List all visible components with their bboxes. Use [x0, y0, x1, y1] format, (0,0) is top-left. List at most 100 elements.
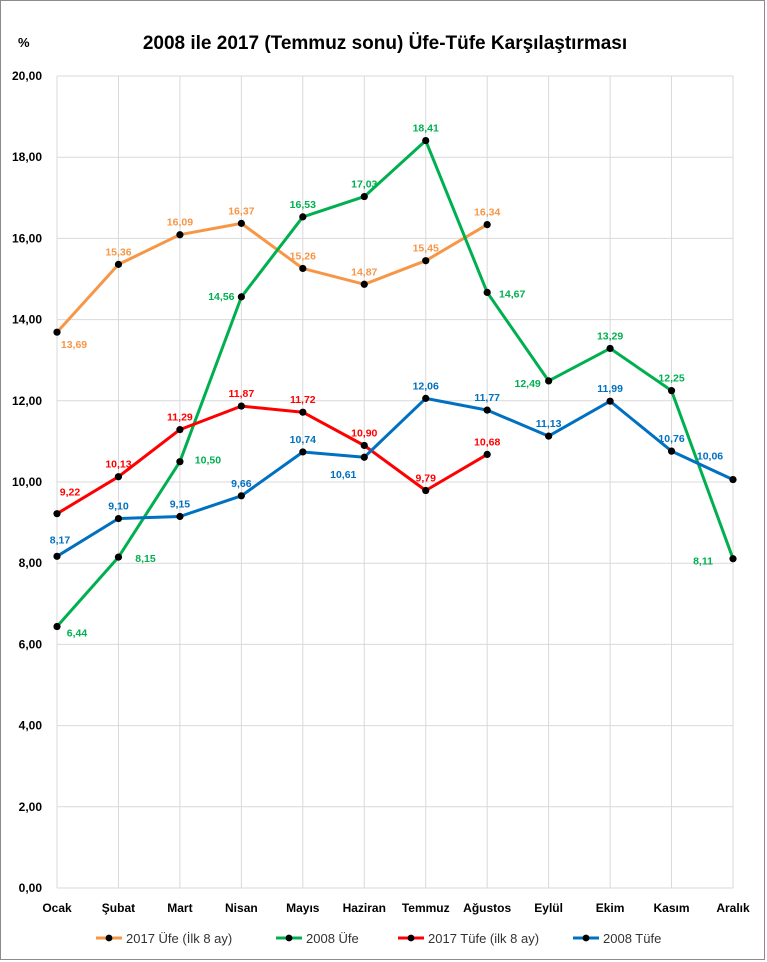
data-point	[483, 288, 491, 296]
data-point	[114, 514, 123, 523]
data-label: 11,72	[290, 394, 316, 406]
series-line	[56, 396, 734, 558]
x-tick-label: Nisan	[225, 901, 258, 915]
data-label: 10,13	[105, 459, 131, 471]
data-point	[53, 328, 61, 336]
data-label: 16,53	[290, 199, 316, 211]
y-tick-label: 2,00	[19, 800, 43, 814]
data-point	[299, 408, 307, 416]
data-point	[545, 377, 553, 385]
data-label: 12,49	[514, 378, 540, 390]
data-label: 9,15	[170, 499, 191, 511]
data-point	[114, 260, 123, 268]
x-tick-label: Şubat	[102, 901, 135, 915]
data-label: 9,66	[231, 478, 252, 490]
data-point	[545, 432, 553, 440]
legend-marker	[105, 934, 113, 942]
data-label: 14,56	[208, 291, 234, 303]
legend-entry: 2017 Üfe (İlk 8 ay)	[126, 931, 232, 946]
data-point	[299, 448, 307, 456]
y-tick-label: 12,00	[12, 394, 42, 408]
data-label: 9,79	[416, 473, 437, 485]
x-tick-label: Mart	[167, 901, 192, 915]
grid	[56, 75, 734, 889]
data-point	[667, 447, 676, 455]
data-point	[422, 486, 430, 495]
data-point	[176, 458, 184, 466]
data-label: 14,67	[499, 288, 525, 300]
data-label: 12,25	[658, 373, 684, 385]
x-tick-label: Aralık	[716, 901, 750, 915]
data-point	[729, 475, 737, 484]
series-line	[56, 404, 488, 515]
y-axis-label: %	[18, 35, 30, 50]
x-tick-label: Temmuz	[402, 901, 450, 915]
data-point	[53, 622, 61, 631]
chart-title: 2008 ile 2017 (Temmuz sonu) Üfe-Tüfe Kar…	[143, 33, 627, 54]
y-tick-label: 10,00	[12, 475, 42, 489]
y-tick-label: 14,00	[12, 313, 42, 327]
data-label: 13,69	[61, 339, 87, 351]
legend: 2017 Üfe (İlk 8 ay) 2008 Üfe 2017 Tüfe (il…	[96, 931, 661, 946]
data-label: 15,45	[413, 243, 439, 255]
data-point	[176, 231, 184, 239]
data-point	[114, 553, 123, 561]
data-label: 15,36	[105, 246, 131, 258]
data-label: 11,99	[597, 383, 623, 395]
data-point	[360, 280, 368, 288]
data-point	[483, 450, 491, 458]
data-point	[53, 510, 61, 518]
data-label: 12,06	[413, 380, 439, 392]
data-label: 8,17	[50, 534, 71, 546]
series	[53, 136, 737, 631]
data-label: 10,50	[195, 455, 221, 467]
data-labels: 13,69 15,36 16,09 16,37 15,26 14,87 15,45 16,34…	[50, 123, 724, 640]
data-label: 10,61	[330, 469, 356, 481]
legend-entry: 2008 Üfe	[306, 931, 359, 946]
data-point	[422, 257, 430, 265]
data-label: 16,34	[474, 207, 500, 219]
x-tick-label: Eylül	[534, 901, 563, 915]
data-label: 9,22	[60, 487, 81, 499]
data-label: 11,87	[229, 388, 255, 400]
y-tick-label: 18,00	[12, 150, 42, 164]
data-label: 11,77	[474, 392, 500, 404]
legend-entry: 2008 Tüfe	[603, 931, 661, 946]
data-point	[53, 552, 61, 560]
data-label: 10,90	[351, 427, 377, 439]
data-point	[176, 426, 184, 434]
data-point	[606, 397, 614, 405]
x-tick-label: Ocak	[42, 901, 72, 915]
y-tick-label: 16,00	[12, 231, 42, 245]
y-tick-label: 8,00	[19, 556, 43, 570]
data-point	[360, 192, 368, 201]
data-point	[299, 213, 307, 221]
data-point	[422, 394, 430, 402]
data-label: 16,09	[167, 217, 193, 229]
data-label: 10,68	[474, 436, 500, 448]
data-label: 15,26	[290, 250, 316, 262]
data-point	[299, 264, 307, 273]
data-label: 9,10	[108, 501, 129, 513]
data-point	[422, 136, 430, 145]
y-tick-label: 20,00	[12, 69, 42, 83]
data-point	[667, 387, 676, 395]
data-label: 10,74	[290, 434, 316, 446]
x-tick-label: Mayıs	[286, 901, 320, 915]
y-tick-label: 0,00	[19, 881, 43, 895]
axis-ticks: 0,00 2,00 4,00 6,00 8,00 10,00 12,00 14,00 16,00…	[12, 69, 750, 915]
data-label: 6,44	[67, 628, 88, 640]
data-label: 10,06	[697, 451, 723, 463]
x-tick-label: Kasım	[654, 901, 690, 915]
data-point	[176, 512, 184, 521]
series-line	[55, 221, 488, 334]
legend-entry: 2017 Tüfe (ilk 8 ay)	[428, 931, 539, 946]
data-label: 8,15	[135, 553, 156, 565]
y-tick-label: 4,00	[19, 719, 43, 733]
legend-marker	[285, 934, 293, 942]
data-label: 8,11	[693, 556, 713, 568]
data-point	[114, 473, 123, 481]
legend-marker	[582, 934, 590, 942]
